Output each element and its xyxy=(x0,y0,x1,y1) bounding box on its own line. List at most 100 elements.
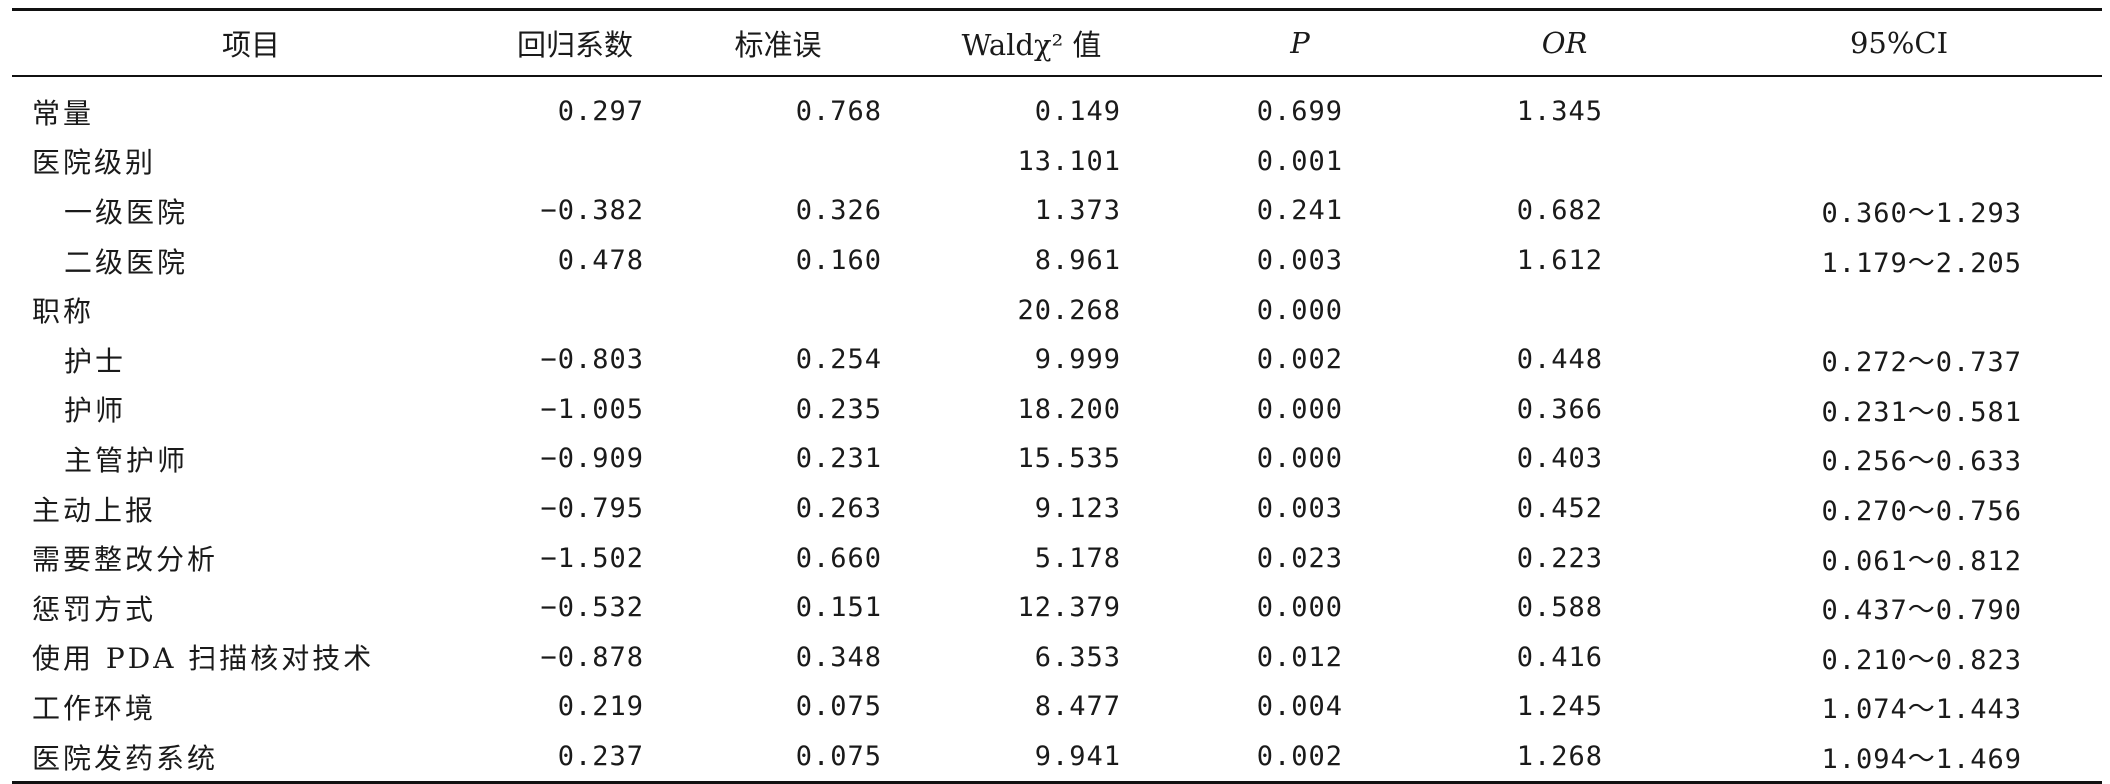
table-row: 护士 −0.803 0.254 9.999 0.002 0.448 0.272～0.737 xyxy=(12,335,2102,385)
cell-odds-ratio: 1.345 xyxy=(1516,96,1603,128)
header-item: 项目 xyxy=(221,28,280,62)
cell-standard-error: 0.231 xyxy=(795,443,882,475)
table-row: 常量 0.297 0.768 0.149 0.699 1.345 xyxy=(12,76,2102,137)
cell-confidence-interval: 0.061～0.812 xyxy=(1821,545,2022,577)
cell-wald-chi-square: 9.941 xyxy=(1034,741,1121,773)
header-confidence-interval: 95%CI xyxy=(1849,26,1949,60)
cell-item: 一级医院 xyxy=(64,195,189,229)
cell-confidence-interval: 0.210～0.823 xyxy=(1821,644,2022,676)
header-coefficient: 回归系数 xyxy=(516,28,633,62)
cell-confidence-interval: 0.437～0.790 xyxy=(1821,595,2022,627)
cell-p-value: 0.004 xyxy=(1256,691,1343,723)
cell-item: 使用 PDA 扫描核对技术 xyxy=(32,642,375,676)
cell-wald-chi-square: 13.101 xyxy=(1017,145,1121,177)
regression-table-container: 项目 回归系数 标准误 Waldχ² 值 P OR 95%CI 常量 0.297 0… xyxy=(12,8,2102,784)
cell-standard-error xyxy=(660,285,896,335)
cell-standard-error: 0.075 xyxy=(795,741,882,773)
cell-wald-chi-square: 15.535 xyxy=(1017,443,1121,475)
cell-item: 护师 xyxy=(64,394,127,428)
table-row: 惩罚方式 −0.532 0.151 12.379 0.000 0.588 0.437～0.7… xyxy=(12,583,2102,633)
table-row: 一级医院 −0.382 0.326 1.373 0.241 0.682 0.360～1.29… xyxy=(12,186,2102,236)
table-row: 工作环境 0.219 0.075 8.477 0.004 1.245 1.074～1.443 xyxy=(12,682,2102,732)
table-body: 常量 0.297 0.768 0.149 0.699 1.345 医院级别 13.101 0.0… xyxy=(12,76,2102,783)
cell-wald-chi-square: 20.268 xyxy=(1017,294,1121,326)
cell-confidence-interval xyxy=(1696,285,2102,335)
cell-standard-error: 0.263 xyxy=(795,493,882,525)
cell-coefficient: −0.803 xyxy=(540,344,644,376)
cell-wald-chi-square: 6.353 xyxy=(1034,641,1121,673)
table-row: 护师 −1.005 0.235 18.200 0.000 0.366 0.231～0.581 xyxy=(12,385,2102,435)
cell-confidence-interval: 0.272～0.737 xyxy=(1821,347,2022,379)
cell-odds-ratio: 0.682 xyxy=(1516,195,1603,227)
cell-p-value: 0.241 xyxy=(1256,195,1343,227)
table-row: 职称 20.268 0.000 xyxy=(12,285,2102,335)
cell-p-value: 0.699 xyxy=(1256,96,1343,128)
cell-p-value: 0.002 xyxy=(1256,344,1343,376)
cell-standard-error: 0.326 xyxy=(795,195,882,227)
cell-standard-error: 0.235 xyxy=(795,393,882,425)
cell-odds-ratio: 1.245 xyxy=(1516,691,1603,723)
cell-standard-error: 0.660 xyxy=(795,542,882,574)
cell-confidence-interval: 0.256～0.633 xyxy=(1821,446,2022,478)
table-row: 主管护师 −0.909 0.231 15.535 0.000 0.403 0.256～0.6… xyxy=(12,434,2102,484)
cell-p-value: 0.023 xyxy=(1256,542,1343,574)
table-row: 医院发药系统 0.237 0.075 9.941 0.002 1.268 1.094～1.4… xyxy=(12,732,2102,783)
cell-item: 工作环境 xyxy=(32,691,157,725)
cell-p-value: 0.000 xyxy=(1256,294,1343,326)
cell-confidence-interval: 1.094～1.469 xyxy=(1821,744,2022,776)
cell-p-value: 0.000 xyxy=(1256,443,1343,475)
cell-item: 需要整改分析 xyxy=(32,543,219,577)
header-p-value: P xyxy=(1290,26,1310,60)
cell-p-value: 0.003 xyxy=(1256,245,1343,277)
cell-odds-ratio xyxy=(1433,137,1696,187)
cell-coefficient: −0.795 xyxy=(540,493,644,525)
cell-item: 护士 xyxy=(64,344,127,378)
cell-p-value: 0.000 xyxy=(1256,393,1343,425)
cell-odds-ratio: 1.268 xyxy=(1516,741,1603,773)
cell-standard-error: 0.254 xyxy=(795,344,882,376)
cell-wald-chi-square: 0.149 xyxy=(1034,96,1121,128)
cell-standard-error: 0.768 xyxy=(795,96,882,128)
cell-item: 二级医院 xyxy=(64,245,189,279)
cell-wald-chi-square: 9.999 xyxy=(1034,344,1121,376)
cell-coefficient xyxy=(490,137,660,187)
cell-confidence-interval: 1.179～2.205 xyxy=(1821,248,2022,280)
cell-item: 医院级别 xyxy=(32,146,157,180)
cell-coefficient: 0.219 xyxy=(557,691,644,723)
cell-coefficient: 0.237 xyxy=(557,741,644,773)
cell-coefficient: −1.502 xyxy=(540,542,644,574)
cell-wald-chi-square: 8.961 xyxy=(1034,245,1121,277)
cell-odds-ratio: 0.403 xyxy=(1516,443,1603,475)
cell-standard-error: 0.348 xyxy=(795,641,882,673)
header-wald-chi-square: Waldχ² 值 xyxy=(961,28,1102,62)
table-header: 项目 回归系数 标准误 Waldχ² 值 P OR 95%CI xyxy=(12,9,2102,76)
cell-confidence-interval: 0.360～1.293 xyxy=(1821,198,2022,230)
cell-confidence-interval: 0.231～0.581 xyxy=(1821,396,2022,428)
cell-wald-chi-square: 8.477 xyxy=(1034,691,1121,723)
cell-coefficient: 0.478 xyxy=(557,245,644,277)
header-standard-error: 标准误 xyxy=(734,28,822,62)
header-row: 项目 回归系数 标准误 Waldχ² 值 P OR 95%CI xyxy=(12,9,2102,76)
logistic-regression-table: 项目 回归系数 标准误 Waldχ² 值 P OR 95%CI 常量 0.297 0… xyxy=(12,8,2102,784)
cell-item: 常量 xyxy=(32,96,95,130)
cell-wald-chi-square: 12.379 xyxy=(1017,592,1121,624)
header-odds-ratio: OR xyxy=(1541,26,1588,60)
cell-item: 惩罚方式 xyxy=(32,592,157,626)
cell-coefficient: −0.532 xyxy=(540,592,644,624)
cell-standard-error: 0.151 xyxy=(795,592,882,624)
cell-coefficient: −0.382 xyxy=(540,195,644,227)
cell-coefficient: −0.909 xyxy=(540,443,644,475)
cell-item: 主管护师 xyxy=(64,443,189,477)
cell-confidence-interval xyxy=(1696,137,2102,187)
cell-wald-chi-square: 9.123 xyxy=(1034,493,1121,525)
cell-standard-error xyxy=(660,137,896,187)
cell-odds-ratio: 1.612 xyxy=(1516,245,1603,277)
table-row: 使用 PDA 扫描核对技术 −0.878 0.348 6.353 0.012 0.416 0… xyxy=(12,633,2102,683)
table-row: 二级医院 0.478 0.160 8.961 0.003 1.612 1.179～2.205 xyxy=(12,236,2102,286)
cell-odds-ratio: 0.452 xyxy=(1516,493,1603,525)
cell-coefficient xyxy=(490,285,660,335)
cell-confidence-interval: 0.270～0.756 xyxy=(1821,496,2022,528)
cell-item: 主动上报 xyxy=(32,493,157,527)
cell-wald-chi-square: 1.373 xyxy=(1034,195,1121,227)
cell-wald-chi-square: 5.178 xyxy=(1034,542,1121,574)
